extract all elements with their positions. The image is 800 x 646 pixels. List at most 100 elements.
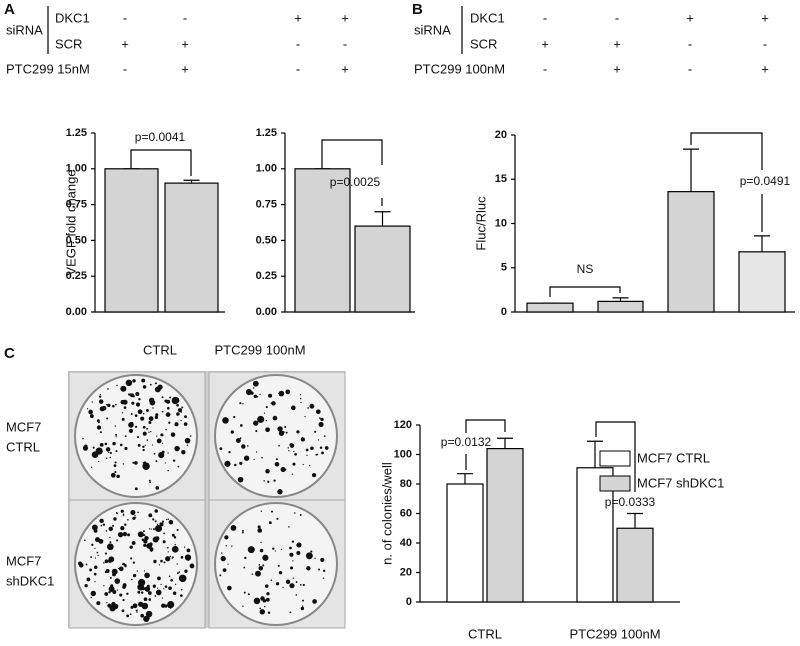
condition-mark: - — [296, 36, 300, 51]
colony — [108, 526, 113, 532]
colony — [311, 472, 317, 478]
colony — [172, 459, 176, 462]
colony — [309, 403, 315, 409]
colony — [148, 598, 152, 601]
photo-row-label: MCF7 — [6, 553, 41, 568]
colony — [167, 406, 170, 410]
colony — [219, 447, 223, 451]
colony — [105, 404, 108, 406]
colony — [129, 613, 132, 616]
bar — [667, 191, 715, 313]
colony — [292, 560, 294, 562]
colony — [172, 556, 174, 559]
colony — [108, 451, 110, 454]
colony — [259, 548, 264, 553]
error-bar — [497, 437, 513, 449]
colony — [112, 404, 115, 408]
colony — [155, 589, 162, 596]
colony — [305, 552, 313, 560]
significance-bracket — [549, 286, 621, 297]
colony — [289, 583, 295, 589]
colony — [160, 583, 162, 585]
colony — [106, 602, 108, 604]
colony — [148, 397, 155, 404]
colony — [152, 528, 156, 531]
legend-swatch — [599, 450, 631, 467]
colony — [288, 450, 290, 452]
colony — [243, 566, 246, 569]
colony — [127, 518, 129, 521]
y-tick-label: 0.25 — [256, 270, 277, 282]
colony — [174, 544, 176, 546]
colony — [258, 565, 264, 571]
colony — [261, 456, 263, 459]
colony — [176, 572, 179, 575]
colony — [155, 460, 158, 463]
colony — [133, 461, 138, 465]
colony — [143, 570, 146, 572]
colony — [144, 572, 150, 579]
colony — [177, 465, 180, 468]
colony — [109, 456, 111, 459]
colony — [171, 396, 179, 405]
colony — [154, 386, 161, 393]
colony — [184, 546, 186, 548]
colony — [143, 615, 150, 622]
colony — [296, 542, 302, 548]
bar — [294, 168, 351, 313]
colony — [100, 524, 103, 527]
colony — [295, 594, 298, 596]
colony — [323, 435, 326, 437]
colony — [122, 598, 125, 602]
colony — [257, 415, 265, 423]
colony — [142, 425, 146, 429]
significance-bracket — [690, 132, 763, 232]
row-label: DKC1 — [470, 10, 505, 25]
colony — [189, 435, 192, 437]
colony — [122, 583, 127, 588]
colony — [165, 428, 167, 431]
colony — [295, 581, 298, 583]
colony — [109, 576, 112, 579]
colony — [108, 586, 115, 592]
colony — [154, 382, 157, 385]
colony — [114, 471, 117, 474]
colony — [186, 548, 191, 553]
colony — [99, 393, 101, 396]
y-axis-label: VEGF fold change — [63, 169, 78, 275]
colony — [302, 463, 304, 466]
colony — [161, 450, 165, 454]
colony — [124, 523, 127, 526]
colony — [152, 407, 154, 409]
colony — [275, 582, 280, 586]
annotation: p=0.0132 — [441, 435, 492, 449]
colony — [293, 450, 295, 453]
colony — [104, 559, 109, 564]
colony — [285, 431, 288, 434]
colony — [268, 393, 273, 398]
colony — [158, 452, 165, 459]
colony — [127, 393, 130, 396]
colony — [247, 593, 250, 596]
colony — [143, 543, 147, 547]
colony — [117, 531, 124, 538]
colony — [96, 601, 101, 606]
colony — [322, 569, 326, 573]
colony — [159, 522, 162, 524]
colony — [300, 437, 305, 442]
colony — [106, 543, 114, 551]
colony — [109, 541, 112, 544]
colony — [95, 537, 100, 543]
colony — [184, 437, 191, 444]
colony — [183, 422, 188, 426]
colony — [178, 571, 181, 573]
colony — [148, 431, 150, 433]
colony — [242, 403, 244, 405]
colony — [176, 403, 179, 407]
colony — [255, 430, 258, 433]
colony — [149, 515, 152, 517]
colony — [314, 557, 316, 559]
colony — [265, 427, 270, 433]
colony — [245, 388, 253, 396]
